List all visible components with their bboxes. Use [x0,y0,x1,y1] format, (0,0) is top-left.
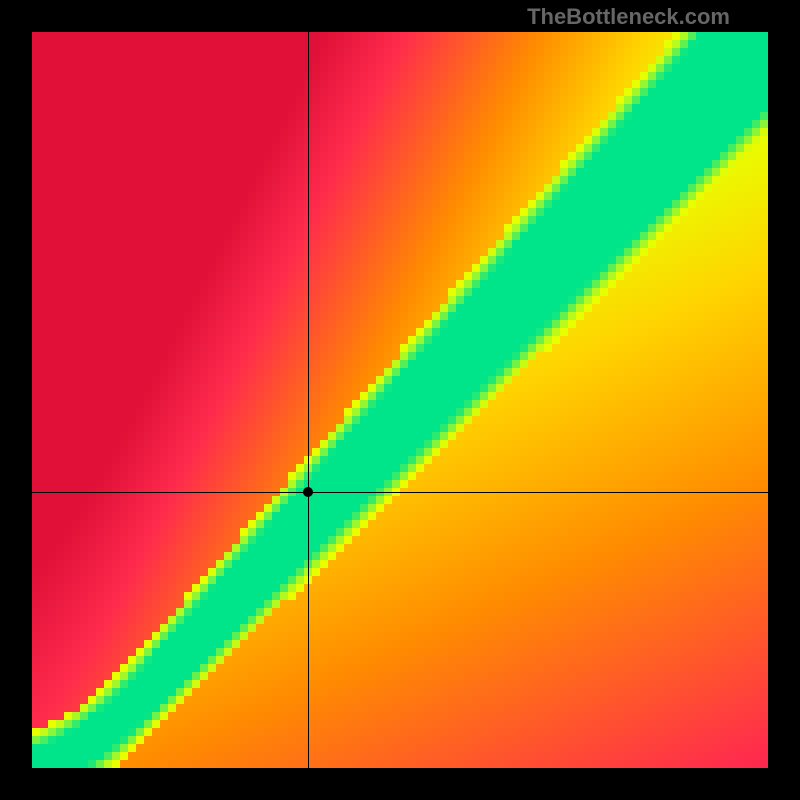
watermark-text: TheBottleneck.com [527,4,730,30]
crosshair-horizontal [32,492,768,493]
crosshair-marker [303,487,313,497]
heatmap-canvas [32,32,768,768]
chart-frame: TheBottleneck.com [0,0,800,800]
crosshair-vertical [308,32,309,768]
plot-area [32,32,768,768]
